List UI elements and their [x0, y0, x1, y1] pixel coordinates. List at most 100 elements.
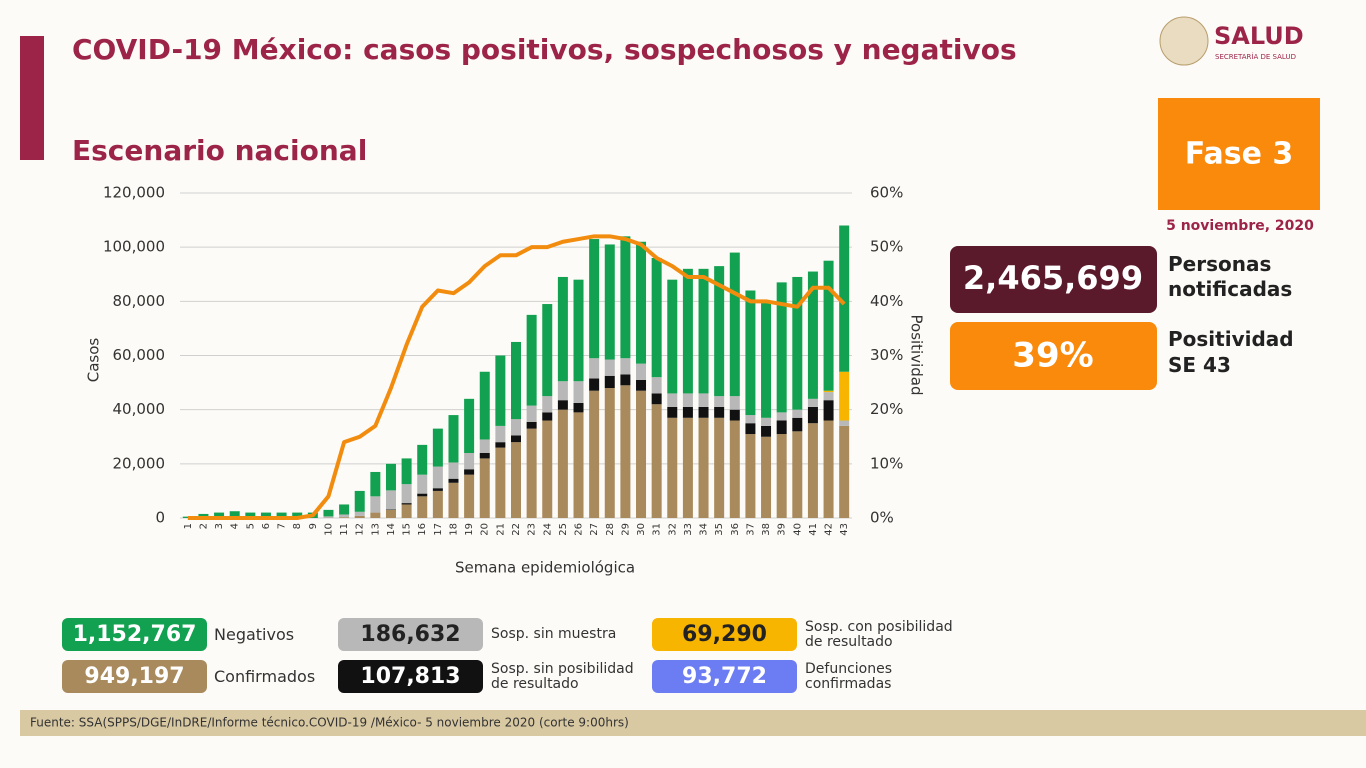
logo-sub: SECRETARÍA DE SALUD	[1215, 52, 1296, 61]
bar-segment	[792, 417, 803, 432]
x-tick-label: 11	[339, 523, 350, 536]
bar-segment	[823, 392, 834, 401]
bar-segment	[839, 425, 850, 518]
legend-box: 107,813	[338, 660, 483, 693]
bar-segment	[557, 381, 568, 401]
bar-segment	[636, 379, 647, 391]
bar-segment	[761, 436, 772, 518]
bar-segment	[292, 512, 303, 518]
bar-segment	[385, 463, 396, 491]
legend-label: Sosp. sin posibilidad de resultado	[491, 660, 634, 692]
legend-label: Defunciones confirmadas	[805, 660, 893, 692]
bar-segment	[620, 236, 631, 359]
x-tick-label: 38	[761, 523, 772, 536]
bar-segment	[401, 504, 412, 518]
bar-segment	[198, 513, 209, 518]
x-tick-label: 26	[574, 523, 585, 536]
bar-segment	[557, 400, 568, 410]
bar-segment	[682, 417, 693, 518]
x-tick-label: 24	[542, 523, 553, 536]
bar-segment	[573, 412, 584, 518]
bar-segment	[339, 514, 350, 518]
bar-segment	[495, 447, 506, 518]
phase: Fase 3	[1185, 137, 1294, 172]
accent-bar	[20, 36, 44, 160]
bar-segment	[260, 512, 271, 518]
bar-segment	[385, 509, 396, 518]
x-tick-label: 15	[402, 523, 413, 536]
x-tick-label: 43	[839, 523, 850, 536]
bar-segment	[807, 423, 818, 518]
logo: SALUD	[1214, 22, 1304, 50]
bar-segment	[542, 420, 553, 518]
notified: 2,465,699	[963, 259, 1143, 297]
bar-segment	[776, 282, 787, 413]
bar-segment	[761, 425, 772, 437]
legend-box: 949,197	[62, 660, 207, 693]
bar-segment	[636, 241, 647, 364]
y-tick-label: 80,000	[113, 292, 166, 310]
bar-segment	[370, 496, 381, 513]
bar-segment	[839, 225, 850, 372]
bar-segment	[589, 239, 600, 359]
bar-segment	[432, 466, 443, 489]
x-tick-label: 25	[558, 523, 569, 536]
notified-label: Personas notificadas	[1168, 252, 1293, 301]
bar-segment	[495, 425, 506, 443]
bar-segment	[729, 420, 740, 518]
legend-label: Sosp. con posibilidad de resultado	[805, 618, 953, 650]
bar-segment	[573, 381, 584, 403]
bar-segment	[479, 439, 490, 453]
bar-segment	[448, 462, 459, 479]
x-tick-label: 39	[777, 523, 788, 536]
bar-segment	[714, 396, 725, 407]
bar-segment	[245, 512, 256, 518]
x-tick-label: 35	[714, 523, 725, 536]
y2-tick-label: 30%	[870, 346, 903, 364]
x-tick-label: 19	[464, 523, 475, 536]
bar-segment	[823, 260, 834, 391]
legend-box: 1,152,767	[62, 618, 207, 651]
subtitle: Escenario nacional	[72, 134, 367, 167]
bar-segment	[464, 398, 475, 453]
bar-segment	[542, 304, 553, 397]
x-tick-label: 28	[605, 523, 616, 536]
y-tick-label: 20,000	[113, 454, 166, 472]
x-tick-label: 18	[448, 523, 459, 536]
bar-segment	[682, 268, 693, 394]
bar-segment	[698, 393, 709, 407]
x-tick-label: 33	[683, 523, 694, 536]
positivity-box	[950, 322, 1157, 390]
bar-segment	[714, 417, 725, 518]
bar-segment	[526, 405, 537, 422]
y-tick-label: 100,000	[103, 238, 165, 256]
bar-segment	[761, 417, 772, 426]
bar-segment	[729, 252, 740, 397]
bar-segment	[526, 421, 537, 429]
bar-segment	[620, 358, 631, 375]
bar-segment	[464, 469, 475, 475]
bar-segment	[479, 453, 490, 459]
x-tick-label: 27	[589, 523, 600, 536]
x-tick-label: 3	[214, 523, 225, 529]
legend-box: 93,772	[652, 660, 797, 693]
x-tick-label: 32	[667, 523, 678, 536]
bar-segment	[401, 458, 412, 485]
bar-segment	[448, 478, 459, 483]
x-tick-label: 31	[652, 523, 663, 536]
x-tick-label: 23	[527, 523, 538, 536]
y-tick-label: 60,000	[113, 346, 166, 364]
bar-segment	[651, 404, 662, 518]
x-tick-label: 29	[620, 523, 631, 536]
bar-segment	[323, 509, 334, 517]
notified-box	[950, 246, 1157, 313]
bar-segment	[698, 268, 709, 394]
bar-segment	[620, 385, 631, 518]
x-tick-label: 21	[495, 523, 506, 536]
bar-segment	[620, 374, 631, 386]
logo-emblem	[1159, 16, 1209, 66]
bar-segment	[589, 358, 600, 379]
bar-segment	[339, 517, 350, 518]
y2-tick-label: 20%	[870, 400, 903, 418]
